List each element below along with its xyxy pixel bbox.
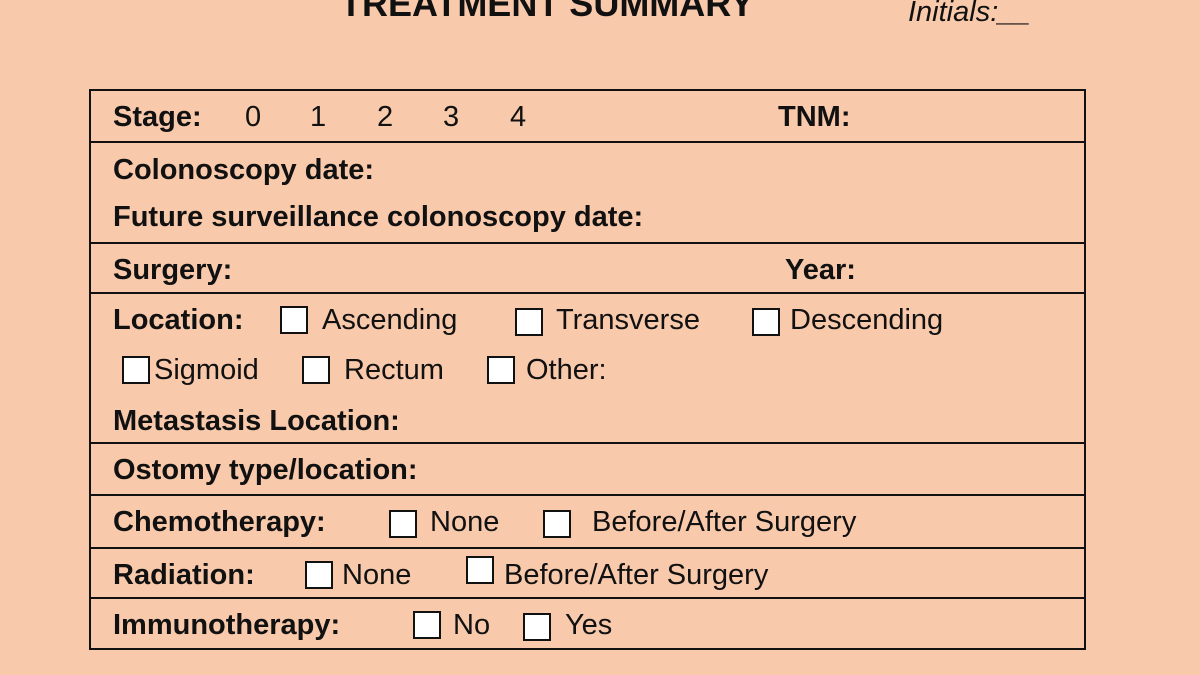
form-table bbox=[89, 89, 1086, 650]
field-label: Surgery: bbox=[113, 254, 233, 286]
field-label: Radiation: bbox=[113, 559, 255, 591]
field-label: Future surveillance colonoscopy date: bbox=[113, 201, 644, 233]
checkbox[interactable] bbox=[752, 308, 780, 336]
checkbox[interactable] bbox=[466, 556, 494, 584]
checkbox[interactable] bbox=[302, 356, 330, 384]
row-divider bbox=[89, 597, 1086, 599]
option: None bbox=[342, 559, 412, 591]
field-label: Location: bbox=[113, 304, 244, 336]
row-divider bbox=[89, 547, 1086, 549]
row-divider bbox=[89, 494, 1086, 496]
field-label: Metastasis Location: bbox=[113, 405, 400, 437]
checkbox[interactable] bbox=[515, 308, 543, 336]
option: None bbox=[430, 506, 500, 538]
checkbox[interactable] bbox=[487, 356, 515, 384]
option[interactable]: 2 bbox=[377, 101, 394, 133]
option: Transverse bbox=[556, 304, 700, 336]
option: Ascending bbox=[322, 304, 458, 336]
checkbox[interactable] bbox=[122, 356, 150, 384]
option[interactable]: 4 bbox=[510, 101, 527, 133]
option: Descending bbox=[790, 304, 944, 336]
field-label: Year: bbox=[785, 254, 856, 286]
field-label: Chemotherapy: bbox=[113, 506, 326, 538]
row-divider bbox=[89, 442, 1086, 444]
option[interactable]: 1 bbox=[310, 101, 327, 133]
checkbox[interactable] bbox=[389, 510, 417, 538]
field-label: Immunotherapy: bbox=[113, 609, 341, 641]
option[interactable]: 0 bbox=[245, 101, 262, 133]
option: Yes bbox=[565, 609, 613, 641]
option: Before/After Surgery bbox=[504, 559, 769, 591]
row-divider bbox=[89, 292, 1086, 294]
option[interactable]: 3 bbox=[443, 101, 460, 133]
option: Before/After Surgery bbox=[592, 506, 857, 538]
checkbox[interactable] bbox=[413, 611, 441, 639]
title: TREATMENT SUMMARY bbox=[340, 0, 754, 24]
row-divider bbox=[89, 141, 1086, 143]
field-label: Ostomy type/location: bbox=[113, 454, 418, 486]
field-label: Stage: bbox=[113, 101, 202, 133]
option: Sigmoid bbox=[154, 354, 259, 386]
checkbox[interactable] bbox=[523, 613, 551, 641]
option: No bbox=[453, 609, 491, 641]
checkbox[interactable] bbox=[543, 510, 571, 538]
row-divider bbox=[89, 242, 1086, 244]
field-label: TNM: bbox=[778, 101, 851, 133]
field-label: Colonoscopy date: bbox=[113, 154, 375, 186]
checkbox[interactable] bbox=[280, 306, 308, 334]
checkbox[interactable] bbox=[305, 561, 333, 589]
initials: Initials:__ bbox=[908, 0, 1031, 28]
option: Other: bbox=[526, 354, 607, 386]
option: Rectum bbox=[344, 354, 444, 386]
